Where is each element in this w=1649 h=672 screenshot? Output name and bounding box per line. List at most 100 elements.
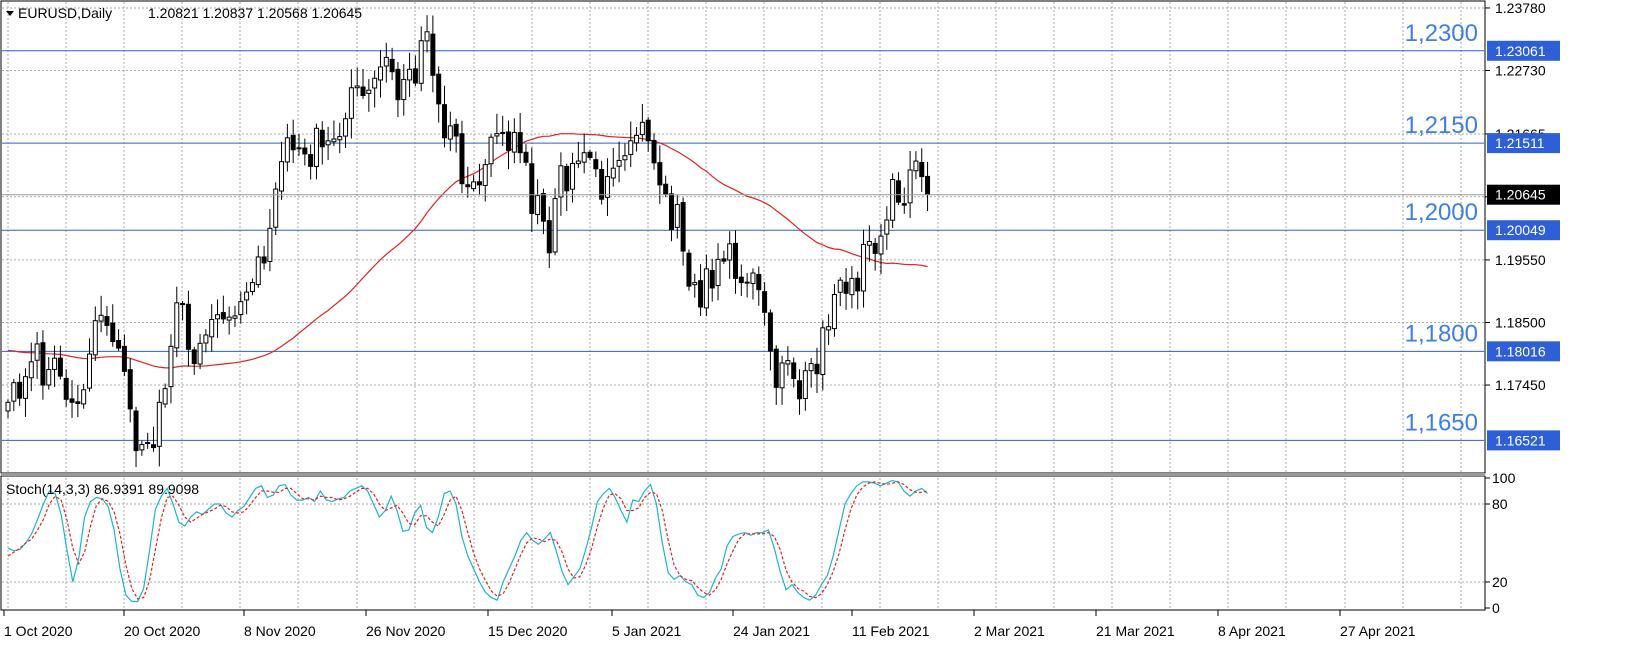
- time-tick-label: 15 Dec 2020: [488, 623, 568, 639]
- candle-body: [482, 164, 488, 186]
- time-axis: 1 Oct 2020 20 Oct 2020 8 Nov 2020 26 Nov 20…: [3, 610, 1416, 639]
- candle-body: [895, 180, 901, 203]
- candle-body: [826, 326, 832, 331]
- candle-body: [727, 243, 733, 261]
- candle-body: [209, 319, 215, 338]
- stochastic-series: [7, 479, 928, 603]
- stoch-k-line: [7, 479, 928, 603]
- candle-body: [604, 176, 610, 198]
- candle-body: [52, 357, 58, 370]
- candle-body: [709, 270, 715, 289]
- dropdown-triangle-icon[interactable]: [6, 11, 14, 16]
- level-tag-3-text: 1.18016: [1495, 343, 1546, 359]
- candle-body: [494, 133, 500, 137]
- time-tick-label: 24 Jan 2021: [733, 623, 810, 639]
- candle-body: [302, 147, 308, 155]
- candle-body: [337, 136, 343, 141]
- candle-body: [692, 282, 698, 286]
- candle-body: [564, 166, 570, 192]
- candle-body: [703, 268, 709, 309]
- candle-body: [424, 31, 430, 42]
- price-tick-label: 1.18500: [1495, 314, 1546, 330]
- candle-body: [232, 315, 238, 319]
- candle-body: [430, 33, 436, 76]
- pane-divider[interactable]: [1, 473, 1485, 476]
- candle-body: [570, 162, 576, 190]
- time-tick-label: 11 Feb 2021: [852, 623, 930, 639]
- candle-body: [523, 151, 529, 163]
- time-tick-label: 26 Nov 2020: [366, 623, 446, 639]
- candle-body: [535, 195, 541, 216]
- candle-body: [628, 140, 634, 155]
- candle-body: [779, 362, 785, 389]
- candle-body: [63, 377, 69, 400]
- price-tags: 1.23061 1.21511 1.20049 1.18016 1.16521 1.206…: [2, 40, 1560, 451]
- price-tick-label: 1.17450: [1495, 377, 1546, 393]
- candle-body: [744, 281, 750, 284]
- candle-body: [5, 401, 11, 412]
- candle-body: [820, 327, 826, 375]
- grid-lines: [2, 2, 1484, 608]
- candle-body: [412, 68, 418, 84]
- level-tag-3: [1487, 341, 1560, 362]
- level-label-2: 1,2000: [1405, 199, 1478, 226]
- candle-body: [238, 301, 244, 316]
- candle-body: [377, 66, 383, 81]
- candle-body: [791, 362, 797, 379]
- candle-body: [919, 162, 925, 178]
- candle-body: [616, 159, 622, 167]
- candle-body: [104, 316, 110, 326]
- candle-body: [284, 137, 290, 163]
- candle-body: [174, 302, 180, 349]
- candle-body: [11, 382, 17, 402]
- candle-body: [808, 363, 814, 372]
- candle-body: [57, 357, 63, 377]
- time-tick-label: 8 Apr 2021: [1218, 623, 1286, 639]
- candle-body: [197, 342, 203, 365]
- time-tick-label: 2 Mar 2021: [974, 623, 1045, 639]
- candle-body: [98, 314, 104, 322]
- candle-body: [151, 444, 156, 449]
- level-tag-1-text: 1.21511: [1495, 135, 1545, 151]
- candle-body: [185, 303, 191, 350]
- price-tick-label: 1.23780: [1495, 0, 1546, 16]
- candle-body: [767, 312, 773, 352]
- candle-body: [215, 314, 221, 320]
- candle-body: [622, 155, 628, 161]
- level-tag-0: [1487, 40, 1560, 61]
- candle-body: [488, 136, 494, 165]
- candle-body: [581, 152, 587, 163]
- candle-body: [383, 56, 389, 67]
- candle-body: [843, 281, 849, 294]
- candle-body: [884, 219, 890, 235]
- candle-body: [86, 353, 92, 389]
- level-label-1: 1,2150: [1405, 112, 1478, 139]
- candle-body: [116, 340, 122, 349]
- time-tick-label: 21 Mar 2021: [1096, 623, 1175, 639]
- candle-body: [802, 370, 808, 400]
- candle-body: [273, 188, 279, 228]
- candle-body: [861, 243, 867, 292]
- candle-body: [907, 169, 913, 204]
- level-tag-2: [1487, 220, 1560, 241]
- candle-body: [645, 119, 651, 142]
- candle-body: [593, 159, 599, 170]
- candle-body: [203, 334, 209, 344]
- candle-body: [28, 361, 34, 379]
- candle-body: [773, 348, 779, 388]
- candle-body: [267, 227, 273, 262]
- candle-body: [249, 282, 255, 292]
- candle-body: [511, 131, 517, 153]
- current-price-tag: [1487, 184, 1560, 205]
- level-tag-4: [1487, 430, 1560, 451]
- candle-body: [849, 277, 855, 296]
- candle-body: [797, 380, 803, 400]
- candle-body: [529, 163, 535, 214]
- time-tick-label: 8 Nov 2020: [244, 623, 316, 639]
- candle-body: [465, 184, 471, 188]
- candle-body: [756, 274, 762, 291]
- candle-body: [552, 198, 558, 253]
- candle-body: [453, 123, 459, 137]
- candle-body: [407, 68, 413, 81]
